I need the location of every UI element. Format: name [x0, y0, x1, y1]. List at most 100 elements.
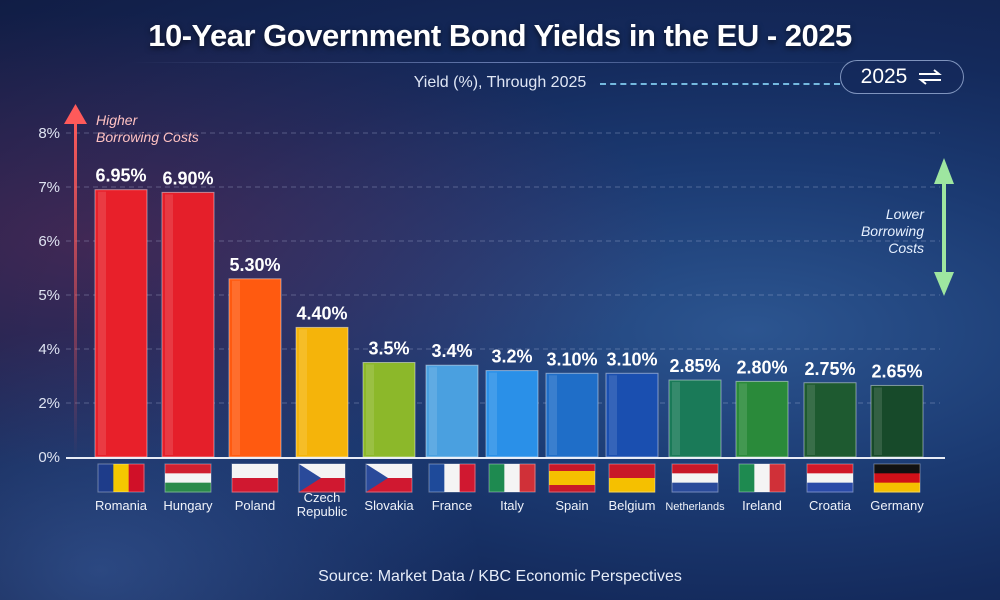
category-label: Romania [95, 498, 148, 513]
data-label: 2.85% [669, 356, 720, 376]
bar-highlight [807, 384, 815, 455]
flag-stripe [549, 464, 595, 472]
bar [295, 326, 349, 458]
data-label: 3.2% [491, 347, 532, 367]
flag-stripe [549, 471, 595, 479]
bar [668, 379, 722, 458]
data-label: 2.65% [871, 361, 922, 381]
category-label: Republic [297, 504, 348, 519]
category-label: Spain [555, 498, 588, 513]
flag-germany [873, 463, 921, 493]
flag-stripe [489, 464, 505, 492]
bar-highlight [366, 364, 374, 455]
flag-stripe [609, 464, 655, 479]
bar-highlight [165, 194, 173, 455]
bar [94, 189, 148, 458]
flag-stripe [232, 464, 278, 479]
category-label: Hungary [163, 498, 213, 513]
data-label: 3.4% [431, 341, 472, 361]
category-label: Croatia [809, 498, 852, 513]
timeline-line [600, 83, 840, 85]
category-label: Netherlands [665, 501, 725, 513]
y-tick-label: 7% [38, 179, 60, 196]
y-tick-label: 6% [38, 233, 60, 250]
higher-arrow-head [64, 104, 87, 124]
bar-highlight [489, 372, 497, 455]
category-label: Slovakia [364, 498, 414, 513]
bar-highlight [98, 191, 106, 455]
flag-stripe [504, 464, 521, 492]
flag-spain [548, 463, 596, 493]
data-label: 4.40% [296, 303, 347, 323]
flag-border [738, 463, 786, 493]
flag-ireland [738, 463, 786, 493]
flag-stripe [739, 464, 755, 492]
bar-highlight [672, 382, 680, 455]
data-label: 3.10% [606, 349, 657, 369]
bar [485, 370, 539, 458]
flag-stripe [874, 473, 920, 484]
higher-costs-note: Higher Borrowing Costs [96, 112, 199, 146]
flag-stripe [769, 464, 786, 492]
bar-highlight [549, 375, 557, 455]
bar-highlight [429, 367, 437, 455]
data-label: 6.95% [95, 166, 146, 186]
bar [425, 364, 479, 458]
bar-highlight [874, 387, 882, 455]
category-label: Ireland [742, 498, 782, 513]
data-label: 3.10% [546, 349, 597, 369]
flag-romania [97, 463, 145, 493]
flag-belgium [608, 463, 656, 493]
flag-stripe [459, 464, 476, 492]
flag-stripe [519, 464, 536, 492]
y-tick-label: 0% [38, 449, 60, 466]
flag-triangle [366, 464, 388, 492]
bar [735, 380, 789, 458]
y-tick-label: 2% [38, 395, 60, 412]
y-tick-label: 5% [38, 287, 60, 304]
flag-border [873, 463, 921, 493]
data-label: 6.90% [162, 168, 213, 188]
flag-border [548, 463, 596, 493]
flag-stripe [754, 464, 771, 492]
flag-border [806, 463, 854, 493]
lower-note-line: Lower [885, 206, 924, 222]
lower-costs-note: Lower Borrowing Costs [840, 206, 924, 257]
category-label: Italy [500, 498, 524, 513]
data-label: 5.30% [229, 255, 280, 275]
chart-subtitle: Yield (%), Through 2025 [413, 74, 587, 91]
flag-stripe [444, 464, 461, 492]
y-tick-label: 4% [38, 341, 60, 358]
flag-border [428, 463, 476, 493]
flag-hungary [164, 463, 212, 493]
flag-stripe [874, 464, 920, 474]
flag-stripe [165, 482, 211, 493]
flag-netherlands [671, 463, 719, 493]
bar-highlight [299, 329, 307, 455]
chart-title: 10-Year Government Bond Yields in the EU… [148, 18, 852, 53]
lower-note-line: Costs [888, 240, 924, 256]
flag-stripe [609, 478, 655, 493]
bar [870, 384, 924, 458]
source-note: Source: Market Data / KBC Economic Persp… [318, 568, 682, 585]
flag-czech-republic [298, 463, 346, 493]
data-label: 3.5% [368, 339, 409, 359]
lower-arrow-down-head [934, 272, 954, 296]
bar [605, 372, 659, 458]
bar-highlight [232, 280, 240, 455]
flag-italy [488, 463, 536, 493]
flag-border [164, 463, 212, 493]
flag-border [671, 463, 719, 493]
bar [803, 382, 857, 458]
higher-note-line: Higher [96, 112, 138, 128]
flag-stripe [549, 478, 595, 486]
lower-arrow-up-head [934, 158, 954, 184]
flag-border [231, 463, 279, 493]
flag-stripe [807, 473, 853, 484]
bar [362, 362, 416, 458]
category-label: Belgium [609, 498, 656, 513]
category-label: Germany [870, 498, 924, 513]
higher-note-line: Borrowing Costs [96, 129, 199, 145]
flag-croatia [806, 463, 854, 493]
